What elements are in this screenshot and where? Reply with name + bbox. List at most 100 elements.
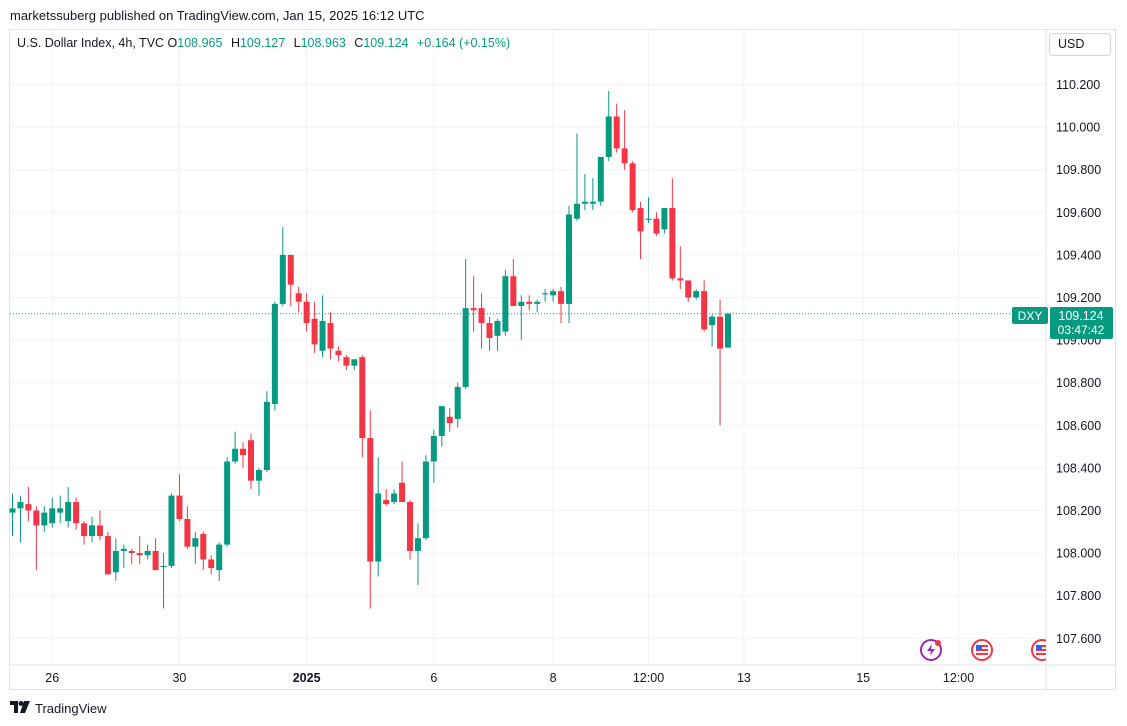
candle-down[interactable] [33,506,40,571]
candle-down[interactable] [287,254,294,307]
candle-down[interactable] [208,555,215,575]
candle-down[interactable] [367,410,374,609]
candle-body [279,254,286,304]
candle-down[interactable] [446,408,453,432]
candle-down[interactable] [152,538,159,571]
candle-up[interactable] [462,259,469,390]
candle-up[interactable] [17,495,24,543]
candle-up[interactable] [271,301,278,411]
candle-down[interactable] [637,201,644,260]
candle-up[interactable] [41,506,48,532]
candle-body [104,536,111,575]
candle-down[interactable] [717,299,724,426]
candle-down[interactable] [128,548,135,564]
candle-down[interactable] [184,506,191,549]
candle-down[interactable] [669,178,676,281]
candle-up[interactable] [391,489,398,505]
candle-down[interactable] [558,286,565,324]
candle-up[interactable] [534,299,541,313]
candle-down[interactable] [25,487,32,522]
currency-button[interactable]: USD [1049,33,1111,56]
candle-up[interactable] [693,288,700,300]
candle-down[interactable] [343,355,350,370]
candle-up[interactable] [589,178,596,211]
candle-down[interactable] [335,346,342,362]
us-flag-event-icon[interactable] [1031,639,1052,661]
candle-down[interactable] [701,280,708,332]
candle-down[interactable] [248,433,254,490]
candle-down[interactable] [104,531,111,575]
candle-up[interactable] [263,391,270,473]
candle-down[interactable] [653,212,660,236]
candle-up[interactable] [255,467,262,496]
candle-up[interactable] [319,295,326,358]
candle-down[interactable] [303,293,310,332]
candle-up[interactable] [224,457,231,547]
candle-up[interactable] [422,455,429,541]
candle-down[interactable] [478,293,485,349]
candle-up[interactable] [192,531,199,564]
candle-up[interactable] [605,90,612,162]
candle-up[interactable] [709,314,716,347]
candle-up[interactable] [57,495,64,524]
candle-down[interactable] [470,276,477,332]
candle-down[interactable] [510,259,517,307]
candle-down[interactable] [685,280,692,302]
candle-down[interactable] [200,531,207,571]
candle-up[interactable] [542,288,549,302]
candle-up[interactable] [645,197,652,223]
candle-down[interactable] [629,161,636,213]
candle-down[interactable] [311,301,318,353]
candle-up[interactable] [49,497,56,528]
candle-up[interactable] [9,493,16,537]
x-tick-label: 8 [550,671,557,685]
candle-down[interactable] [407,499,413,560]
candle-down[interactable] [359,355,366,458]
candle-up[interactable] [430,429,437,483]
candle-up[interactable] [168,493,175,569]
candle-up[interactable] [65,487,72,528]
us-flag-event-icon[interactable] [971,639,993,661]
candle-up[interactable] [160,553,167,609]
candle-down[interactable] [176,474,183,522]
candle-down[interactable] [399,461,406,502]
candle-up[interactable] [89,516,95,543]
candle-up[interactable] [279,227,286,307]
candle-up[interactable] [550,288,557,302]
candle-down[interactable] [240,442,247,468]
candle-up[interactable] [725,313,731,348]
candle-body [33,510,40,526]
candle-down[interactable] [295,286,302,313]
candle-up[interactable] [216,542,223,581]
candle-up[interactable] [661,208,668,234]
candle-down[interactable] [81,521,88,545]
candle-up[interactable] [112,538,119,581]
candle-down[interactable] [383,489,390,507]
candle-up[interactable] [518,295,525,341]
candle-up[interactable] [120,544,127,569]
candle-down[interactable] [526,295,533,311]
candle-down[interactable] [621,110,628,170]
candle-up[interactable] [438,406,445,447]
candle-up[interactable] [144,544,151,560]
candle-up[interactable] [414,523,421,586]
candle-down[interactable] [96,510,103,541]
candle-up[interactable] [375,457,382,577]
candle-down[interactable] [613,103,620,153]
candle-up[interactable] [581,173,588,211]
candle-up[interactable] [494,318,501,351]
candle-up[interactable] [232,431,239,464]
candle-down[interactable] [327,312,334,360]
candle-up[interactable] [597,156,604,206]
lightning-event-icon[interactable] [920,639,942,661]
candle-up[interactable] [566,205,572,324]
candle-down[interactable] [73,497,80,530]
candle-down[interactable] [677,246,684,289]
candle-up[interactable] [573,133,580,221]
candle-up[interactable] [502,269,509,336]
candle-up[interactable] [351,359,358,370]
candle-up[interactable] [454,382,461,428]
candle-down[interactable] [136,536,143,564]
candle-down[interactable] [486,316,493,351]
